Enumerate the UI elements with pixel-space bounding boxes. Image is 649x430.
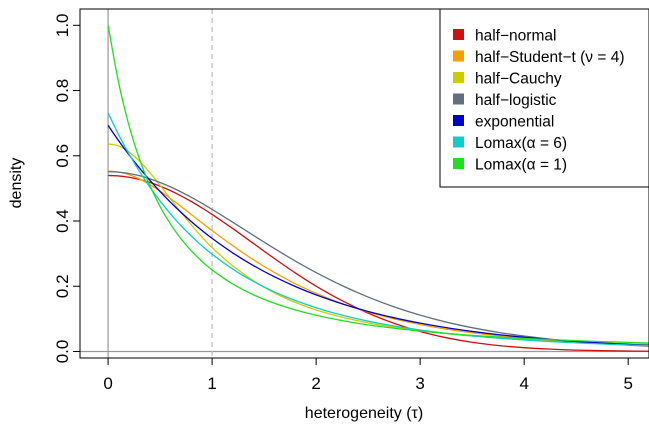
y-tick-label-4: 0.8 xyxy=(53,79,72,103)
x-tick-label-1: 1 xyxy=(207,374,216,393)
y-tick-label-0: 0.0 xyxy=(53,340,72,364)
legend-swatch-1 xyxy=(453,50,464,62)
series-line-4 xyxy=(107,125,649,346)
y-tick-label-5: 1.0 xyxy=(53,13,72,37)
legend-swatch-3 xyxy=(453,93,464,105)
legend-swatch-0 xyxy=(453,29,464,40)
series-line-3 xyxy=(108,171,649,347)
legend-box xyxy=(439,8,649,188)
y-tick-label-2: 0.4 xyxy=(53,209,72,233)
series-line-1 xyxy=(108,170,649,346)
x-tick-label-4: 4 xyxy=(519,374,528,393)
density-curves xyxy=(107,25,649,352)
series-line-0 xyxy=(108,174,649,352)
reference-lines xyxy=(80,9,649,358)
legend-label-1: half−Student−t (ν = 4) xyxy=(475,49,625,66)
x-tick-label-0: 0 xyxy=(103,374,112,393)
x-axis-title: heterogeneity (τ) xyxy=(305,405,423,422)
x-tick-label-2: 2 xyxy=(311,374,320,393)
legend-label-3: half−logistic xyxy=(475,92,557,109)
legend-swatch-4 xyxy=(453,115,464,126)
series-line-6 xyxy=(107,25,649,344)
legend-label-2: half−Cauchy xyxy=(475,71,562,88)
legend-swatch-2 xyxy=(453,72,464,83)
y-axis-title: density xyxy=(8,158,25,209)
y-tick-label-1: 0.2 xyxy=(53,274,72,298)
x-axis: 0 1 2 3 4 5 xyxy=(103,357,633,393)
y-axis: 0.0 0.2 0.4 0.6 0.8 1.0 xyxy=(53,13,81,364)
legend-label-4: exponential xyxy=(475,114,554,131)
series-line-5 xyxy=(107,112,649,347)
y-tick-label-3: 0.6 xyxy=(53,144,72,168)
legend-label-0: half−normal xyxy=(475,28,556,45)
legend-swatch-6 xyxy=(453,158,464,169)
x-tick-label-3: 3 xyxy=(415,374,424,393)
legend-label-5: Lomax(α = 6) xyxy=(475,135,567,152)
legend-label-6: Lomax(α = 1) xyxy=(475,157,567,174)
legend-swatch-5 xyxy=(453,136,464,148)
x-tick-label-5: 5 xyxy=(623,374,632,393)
legend: half−normal half−Student−t (ν = 4) half−Ca… xyxy=(439,8,649,188)
